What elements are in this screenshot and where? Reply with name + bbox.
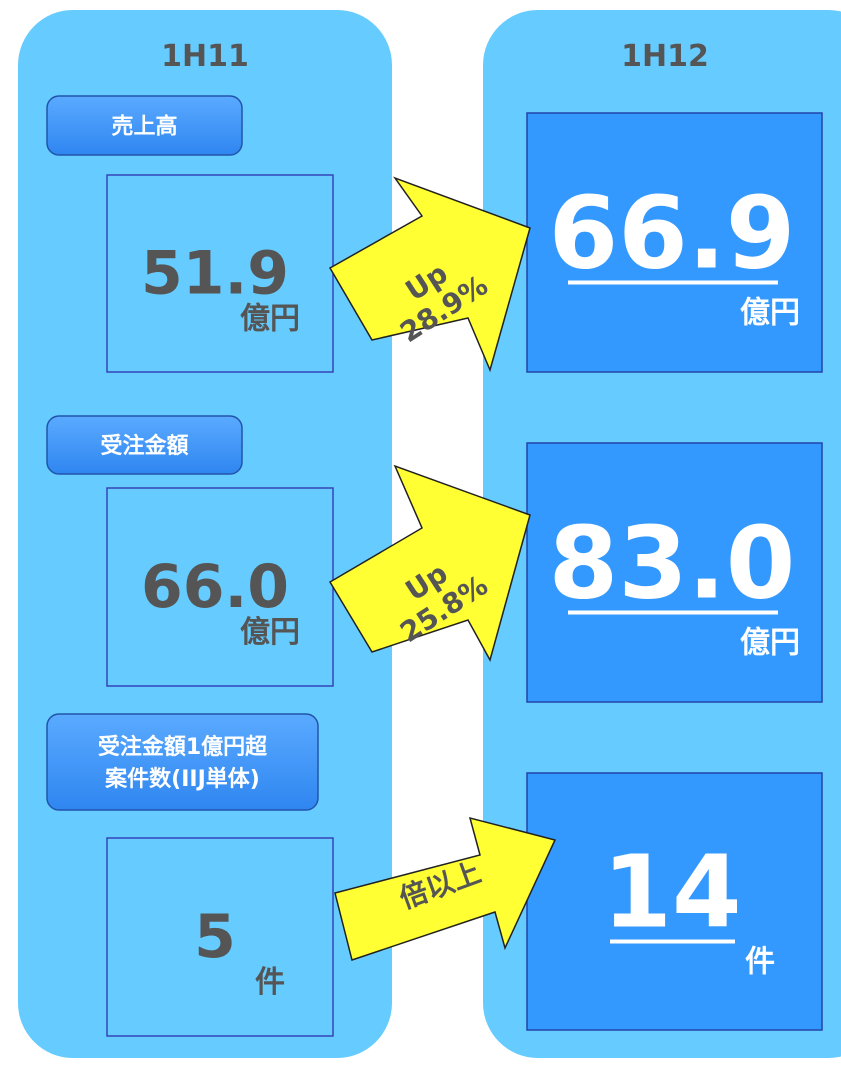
before-value: 5 [194,902,236,972]
label-box [46,95,243,156]
before-unit: 億円 [240,302,300,337]
after-unit: 件 [745,945,775,980]
after-box [526,442,823,703]
column-title: 1H11 [161,39,249,74]
label-text: 案件数(IIJ単体) [104,766,260,792]
after-value: 83.0 [549,505,796,622]
before-box [106,174,334,373]
after-value: 14 [602,834,741,951]
before-value: 66.0 [141,552,289,622]
before-value: 51.9 [141,239,289,309]
before-unit: 億円 [240,615,300,650]
before-box [106,487,334,687]
after-box [526,772,823,1031]
before-box [106,837,334,1037]
after-unit: 億円 [740,626,800,661]
after-unit: 億円 [740,296,800,331]
label-text: 受注金額 [100,433,188,459]
after-value: 66.9 [549,175,796,292]
column-title: 1H12 [621,39,709,74]
label-box [46,415,243,475]
label-text: 売上高 [111,114,177,140]
label-box [46,713,319,811]
arrow [328,176,531,373]
label-text: 受注金額1億円超 [98,734,268,760]
before-unit: 件 [255,965,285,1000]
arrow [328,464,531,662]
arrow [334,816,557,961]
after-box [526,112,823,373]
